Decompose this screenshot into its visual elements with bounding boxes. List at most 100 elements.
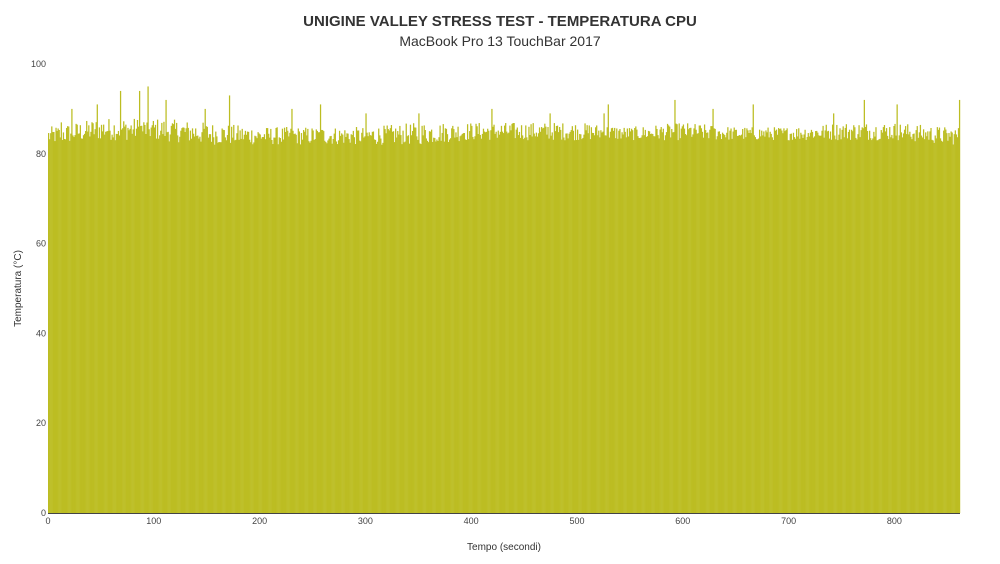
- bar: [768, 137, 770, 513]
- bar: [491, 108, 493, 514]
- bar: [550, 135, 552, 514]
- bar: [629, 131, 632, 513]
- bar: [56, 130, 58, 513]
- bar: [98, 127, 101, 513]
- bar: [718, 131, 721, 513]
- bar: [845, 124, 847, 513]
- bar: [869, 130, 871, 514]
- bar: [460, 135, 462, 513]
- bar: [864, 126, 867, 514]
- bar: [69, 140, 71, 513]
- bar: [811, 131, 814, 514]
- bar: [735, 129, 737, 513]
- bar: [228, 95, 231, 514]
- bar: [457, 126, 459, 513]
- bar: [901, 137, 904, 513]
- bar: [302, 130, 305, 514]
- bar: [70, 133, 72, 513]
- bar: [190, 138, 193, 513]
- bar: [807, 133, 809, 514]
- bar: [830, 139, 833, 513]
- bar: [542, 128, 544, 514]
- bar: [215, 131, 217, 513]
- bar: [531, 136, 533, 514]
- bar: [237, 125, 239, 514]
- bar: [919, 124, 922, 514]
- bar: [556, 125, 559, 514]
- bar: [793, 137, 796, 513]
- bar: [661, 132, 663, 513]
- bar: [411, 131, 414, 513]
- bar: [135, 128, 138, 514]
- bar: [201, 132, 203, 513]
- bar: [203, 128, 205, 513]
- bar: [345, 136, 347, 513]
- bar: [167, 131, 169, 513]
- bar: [831, 124, 834, 514]
- bar: [453, 129, 455, 514]
- bar: [142, 131, 144, 513]
- bar: [643, 135, 645, 513]
- bar: [470, 123, 472, 513]
- bar: [184, 131, 186, 514]
- bar: [711, 126, 713, 513]
- bar: [463, 133, 466, 513]
- bar: [326, 143, 328, 514]
- bar: [246, 131, 249, 513]
- bar: [776, 134, 779, 513]
- bar: [81, 138, 84, 513]
- bar: [757, 138, 760, 513]
- bar: [290, 128, 292, 514]
- bar: [217, 142, 219, 514]
- bar: [806, 136, 808, 514]
- bar: [100, 124, 103, 513]
- bar: [474, 136, 476, 513]
- bar: [676, 124, 678, 513]
- bar: [154, 124, 157, 514]
- bar: [820, 135, 822, 513]
- bar: [855, 137, 857, 513]
- bar: [817, 132, 819, 513]
- bar: [210, 141, 213, 513]
- bar: [134, 135, 137, 513]
- bar: [498, 134, 500, 513]
- bar: [381, 144, 383, 514]
- bar: [579, 133, 581, 513]
- bar: [407, 135, 409, 514]
- bar: [812, 137, 815, 513]
- bar: [670, 137, 672, 513]
- bar: [182, 127, 184, 514]
- bar: [772, 139, 774, 514]
- bar: [160, 130, 162, 513]
- bar: [350, 134, 352, 513]
- bar: [328, 138, 330, 513]
- bar: [663, 140, 666, 513]
- bar: [301, 139, 304, 513]
- bar: [235, 139, 237, 513]
- bar: [805, 139, 807, 513]
- bar: [477, 133, 479, 514]
- bar: [325, 142, 327, 514]
- bar: [705, 130, 707, 513]
- bar: [853, 125, 855, 513]
- bar: [108, 119, 110, 513]
- bar: [508, 132, 510, 513]
- bar: [767, 127, 769, 514]
- x-axis-title: Tempo (secondi): [467, 542, 541, 553]
- bar: [110, 139, 112, 513]
- bar: [925, 132, 927, 513]
- bar: [761, 130, 763, 514]
- bar: [898, 135, 900, 513]
- bar: [571, 126, 573, 514]
- bar: [841, 129, 843, 513]
- bar: [387, 129, 389, 513]
- bar: [305, 127, 307, 514]
- bar: [347, 133, 349, 513]
- bar: [429, 131, 432, 513]
- bar: [723, 133, 725, 513]
- bar: [537, 133, 540, 513]
- bar: [221, 128, 223, 513]
- bar: [441, 132, 443, 513]
- bar: [264, 139, 267, 513]
- bar: [835, 139, 837, 513]
